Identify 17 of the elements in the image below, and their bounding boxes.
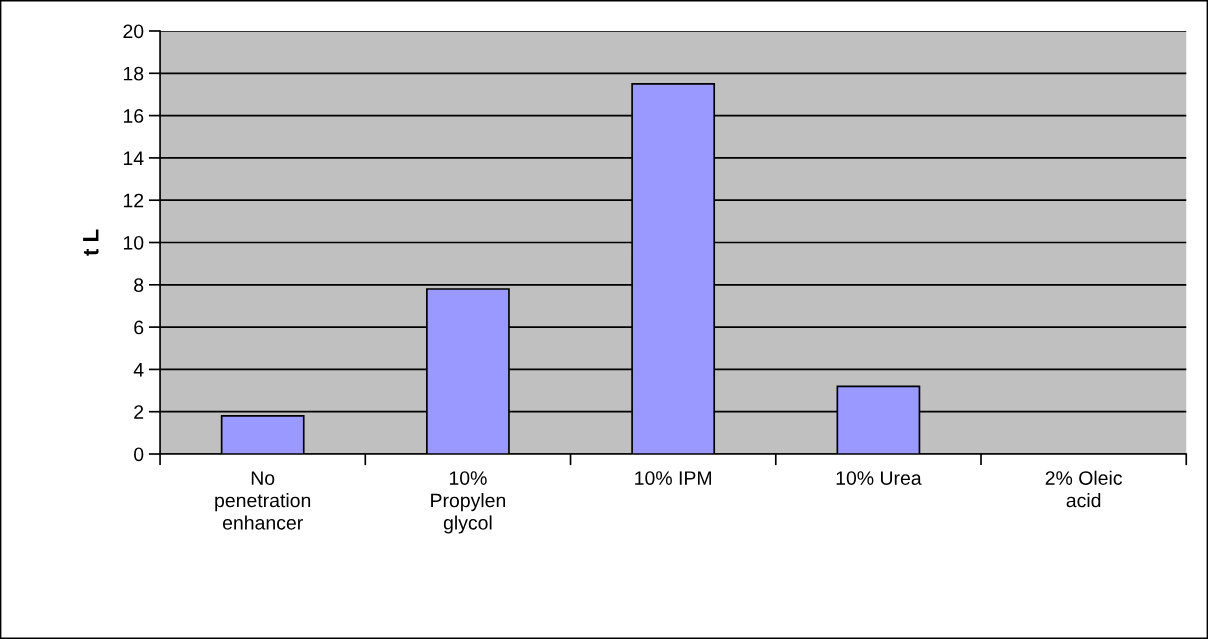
y-tick-label: 20 [123,24,144,39]
y-tick-label: 6 [134,320,144,335]
y-tick-label: 12 [123,193,144,208]
x-tick-label: 10% Urea [836,471,922,485]
y-tick-label: 14 [123,151,144,165]
x-tick-label: 10% Propylen glycol [431,471,506,534]
y-tick-label: 2 [134,405,144,419]
y-tick-label: 0 [134,447,144,462]
y-tick-label: 16 [123,109,144,123]
x-tick-label: 2% Oleic acid [1045,470,1123,508]
y-tick-label: 4 [133,363,144,377]
y-tick-label: 8 [134,278,144,293]
y-axis-title: t L [83,229,99,256]
x-tick-label: 10% IPM [635,471,712,485]
y-tick-label: 18 [123,66,144,81]
y-tick-label: 10 [123,235,144,250]
x-tick-label: No penetration enhancer [215,471,311,530]
